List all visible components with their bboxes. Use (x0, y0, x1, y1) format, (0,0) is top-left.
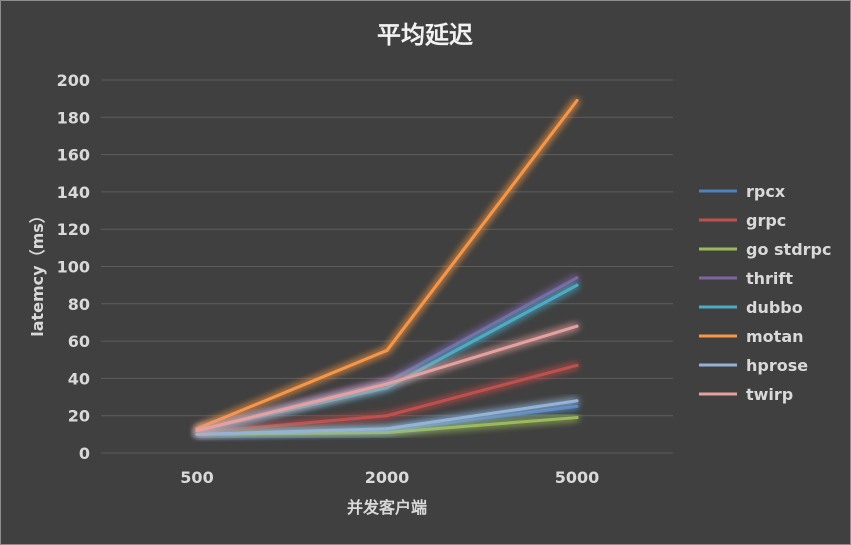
y-tick-label: 120 (57, 220, 90, 239)
x-tick-label: 500 (180, 468, 213, 487)
y-tick-label: 100 (57, 258, 90, 277)
data-point (195, 429, 199, 433)
data-point (385, 430, 389, 434)
y-tick-label: 40 (68, 369, 90, 388)
x-axis-title: 并发客户端 (347, 498, 427, 517)
y-tick-label: 0 (79, 444, 90, 463)
y-axis-ticks: 0 20 40 60 80 100 120 140 160 180 200 (57, 71, 90, 463)
data-point (385, 414, 389, 418)
data-point (385, 427, 389, 431)
data-point (385, 348, 389, 352)
data-point (575, 404, 579, 408)
data-point (195, 432, 199, 436)
legend-label: motan (746, 327, 804, 346)
legend-label: go stdrpc (746, 240, 831, 259)
y-tick-label: 200 (57, 71, 90, 90)
data-point (575, 399, 579, 403)
y-tick-label: 140 (57, 183, 90, 202)
grid (101, 79, 673, 454)
x-tick-label: 5000 (555, 468, 600, 487)
x-axis-ticks: 500 2000 5000 (180, 468, 599, 487)
legend-label: thrift (746, 269, 793, 288)
data-point (575, 99, 579, 103)
data-point (575, 416, 579, 420)
legend-label: grpc (746, 211, 786, 230)
legend-label: dubbo (746, 298, 803, 317)
series-lines (195, 99, 579, 436)
y-tick-label: 180 (57, 108, 90, 127)
data-point (575, 276, 579, 280)
data-point (575, 283, 579, 287)
legend-label: twirp (746, 385, 793, 404)
data-point (575, 324, 579, 328)
y-axis-title: latemcy（ms） (28, 207, 47, 337)
data-point (385, 386, 389, 390)
legend-label: hprose (746, 356, 808, 375)
data-point (385, 382, 389, 386)
data-point (575, 363, 579, 367)
y-tick-label: 20 (68, 407, 90, 426)
y-tick-label: 160 (57, 146, 90, 165)
y-tick-label: 60 (68, 332, 90, 351)
y-tick-label: 80 (68, 295, 90, 314)
x-tick-label: 2000 (365, 468, 410, 487)
legend: rpcx grpc go stdrpc thrift dubbo motan hprose t… (699, 182, 831, 404)
chart-title: 平均延迟 (377, 21, 473, 49)
legend-label: rpcx (746, 182, 786, 201)
